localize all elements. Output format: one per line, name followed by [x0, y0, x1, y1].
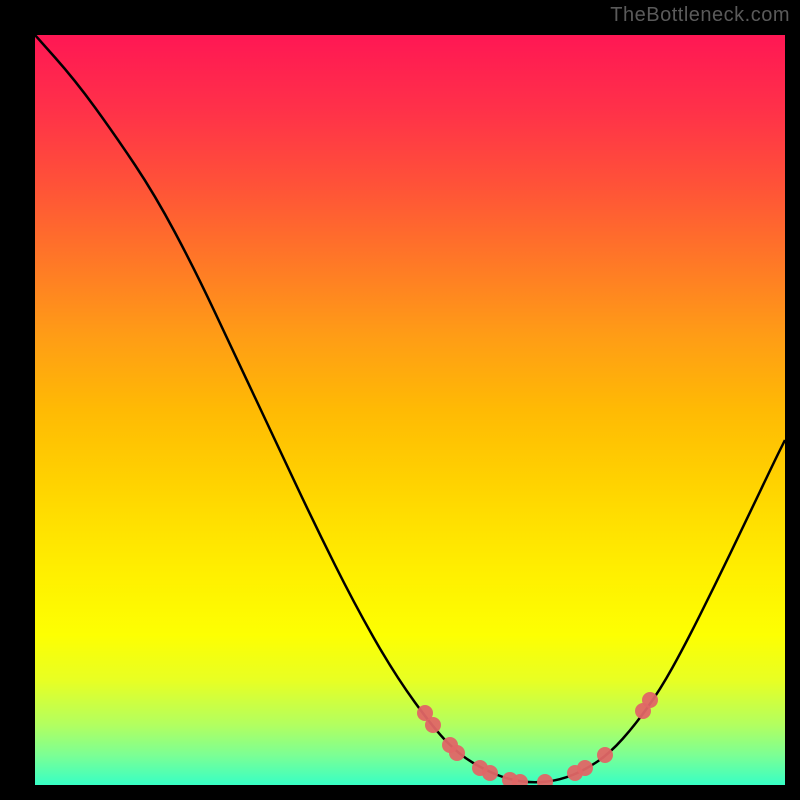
data-dot — [425, 717, 441, 733]
watermark-text: TheBottleneck.com — [610, 4, 790, 27]
data-dot — [449, 745, 465, 761]
data-dot — [597, 747, 613, 763]
bottleneck-curve — [35, 35, 785, 782]
data-dot — [642, 692, 658, 708]
plot-area — [35, 35, 785, 785]
data-dot — [577, 760, 593, 776]
data-dot — [537, 774, 553, 785]
data-dot — [482, 765, 498, 781]
curve-layer — [35, 35, 785, 785]
